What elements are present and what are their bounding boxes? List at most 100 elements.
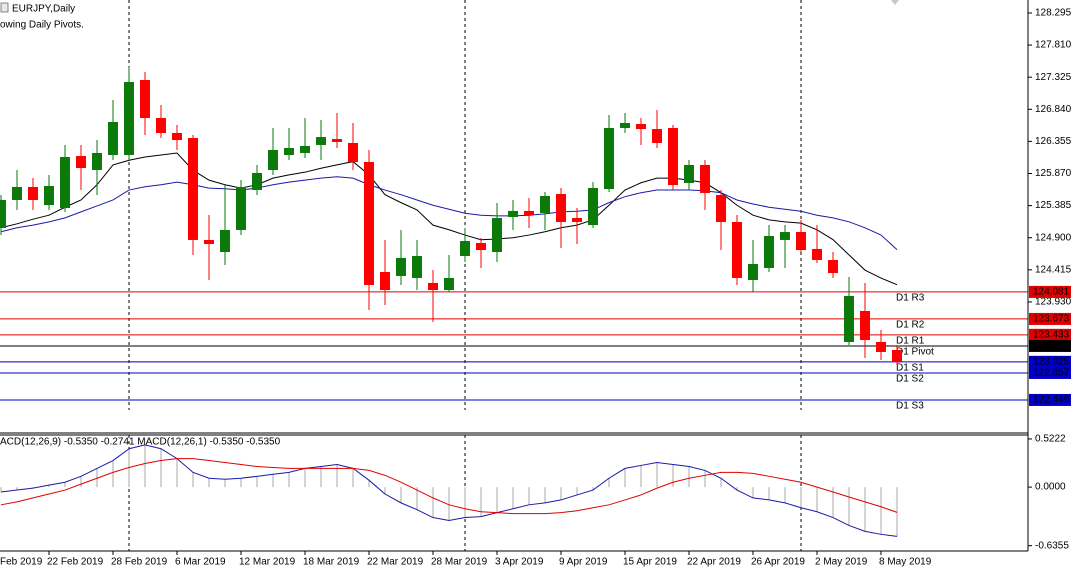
candle-body (572, 217, 582, 222)
x-tick-label: 6 Mar 2019 (175, 557, 226, 568)
y-tick-label: 0.5222 (1035, 434, 1066, 445)
pivot-value: 122.857 (1033, 368, 1070, 379)
y-tick-label: 128.295 (1035, 8, 1072, 19)
candle-body (668, 128, 678, 186)
candle-body (556, 194, 566, 222)
y-tick-label: 123.930 (1035, 297, 1072, 308)
macd-title: ACD(12,26,9) -0.5350 -0.2741 MACD(12,26,… (0, 437, 281, 448)
candle-body (492, 217, 502, 253)
y-tick-label: 126.840 (1035, 104, 1072, 115)
candle-body (588, 187, 598, 226)
candle-body (124, 82, 134, 155)
candle-body (796, 232, 806, 251)
candle-body (236, 187, 246, 230)
x-tick-label: 8 May 2019 (879, 557, 932, 568)
pivot-label: D1 R3 (896, 293, 925, 304)
x-tick-label: 22 Mar 2019 (367, 557, 424, 568)
pivot-value-box (1029, 355, 1071, 368)
candle-body (140, 79, 150, 119)
candle-body (684, 164, 694, 183)
pivot-value-box (1029, 393, 1071, 406)
candle-body (524, 210, 534, 216)
y-tick-label: 127.325 (1035, 72, 1072, 83)
x-tick-label: 9 Apr 2019 (559, 557, 608, 568)
candle-body (332, 139, 342, 142)
y-tick-label: 125.385 (1035, 200, 1072, 211)
y-tick-label: 125.870 (1035, 168, 1072, 179)
y-tick-label: 124.415 (1035, 264, 1072, 275)
candle-body (28, 187, 38, 200)
candle-body (204, 239, 214, 245)
candle-body (92, 152, 102, 170)
candle-body (188, 138, 198, 240)
candle-body (348, 142, 358, 162)
x-tick-label: Feb 2019 (0, 557, 43, 568)
indicator-note: owing Daily Pivots. (0, 20, 84, 31)
candle-body (652, 129, 662, 143)
candle-body (364, 161, 374, 285)
x-tick-label: 18 Mar 2019 (303, 557, 360, 568)
x-tick-label: 22 Apr 2019 (687, 557, 741, 568)
candle-body (700, 164, 710, 193)
y-tick-label: 126.355 (1035, 136, 1072, 147)
candle-body (268, 150, 278, 170)
x-tick-label: 26 Apr 2019 (751, 557, 805, 568)
axes: 128.295 127.810 127.325 126.840 126.355 125.8… (0, 8, 1072, 568)
candle-body (12, 187, 22, 200)
candle-body (172, 132, 182, 141)
x-tick-label: 2 May 2019 (815, 557, 868, 568)
candle-body (108, 122, 118, 155)
pivot-label: D1 R2 (896, 320, 925, 331)
candle-body (284, 148, 294, 155)
candle-body (460, 241, 470, 256)
candle-body (380, 272, 390, 291)
candle-body (300, 145, 310, 153)
macd-panel (0, 435, 898, 551)
pivot-value-box (1029, 339, 1071, 352)
pivot-value-box (1029, 366, 1071, 379)
candle-body (444, 277, 454, 291)
candle-body (252, 172, 262, 190)
pivot-label: D1 Pivot (896, 347, 934, 358)
shift-marker (891, 0, 899, 5)
y-tick-label: -0.6355 (1035, 540, 1069, 551)
candle-body (620, 122, 630, 129)
candle-body (876, 341, 886, 352)
x-tick-label: 15 Apr 2019 (623, 557, 677, 568)
candle-body (732, 221, 742, 278)
pivot-label: D1 R1 (896, 335, 925, 346)
candle-body (508, 210, 518, 217)
candle-body (780, 232, 790, 240)
candle-body (220, 229, 230, 253)
symbol-title: EURJPY,Daily (12, 4, 75, 15)
pivot-label: D1 S3 (896, 401, 924, 412)
candle-body (812, 248, 822, 261)
pivot-value: 123.673 (1033, 314, 1070, 325)
pivot-value-box (1029, 328, 1071, 341)
pivot-value: 122.449 (1033, 395, 1070, 406)
candle-body (396, 257, 406, 276)
pivot-label: D1 S1 (896, 362, 924, 373)
candle-body (636, 123, 646, 130)
candle-body (412, 255, 422, 278)
pivot-label: D1 S2 (896, 374, 924, 385)
y-tick-label: 127.810 (1035, 40, 1072, 51)
pivot-value-box (1029, 285, 1071, 298)
candle-body (60, 157, 70, 208)
candle-body (604, 128, 614, 189)
x-tick-label: 22 Feb 2019 (47, 557, 104, 568)
candle-body (540, 196, 550, 214)
macd-line (0, 458, 898, 515)
candle-body (860, 310, 870, 340)
y-tick-label: 0.0000 (1035, 482, 1066, 493)
moving-average (0, 176, 898, 250)
y-tick-label: 124.900 (1035, 232, 1072, 243)
x-tick-label: 28 Mar 2019 (431, 557, 488, 568)
candle-body (844, 295, 854, 342)
x-tick-label: 12 Mar 2019 (239, 557, 296, 568)
pivot-value: 124.081 (1033, 287, 1070, 298)
